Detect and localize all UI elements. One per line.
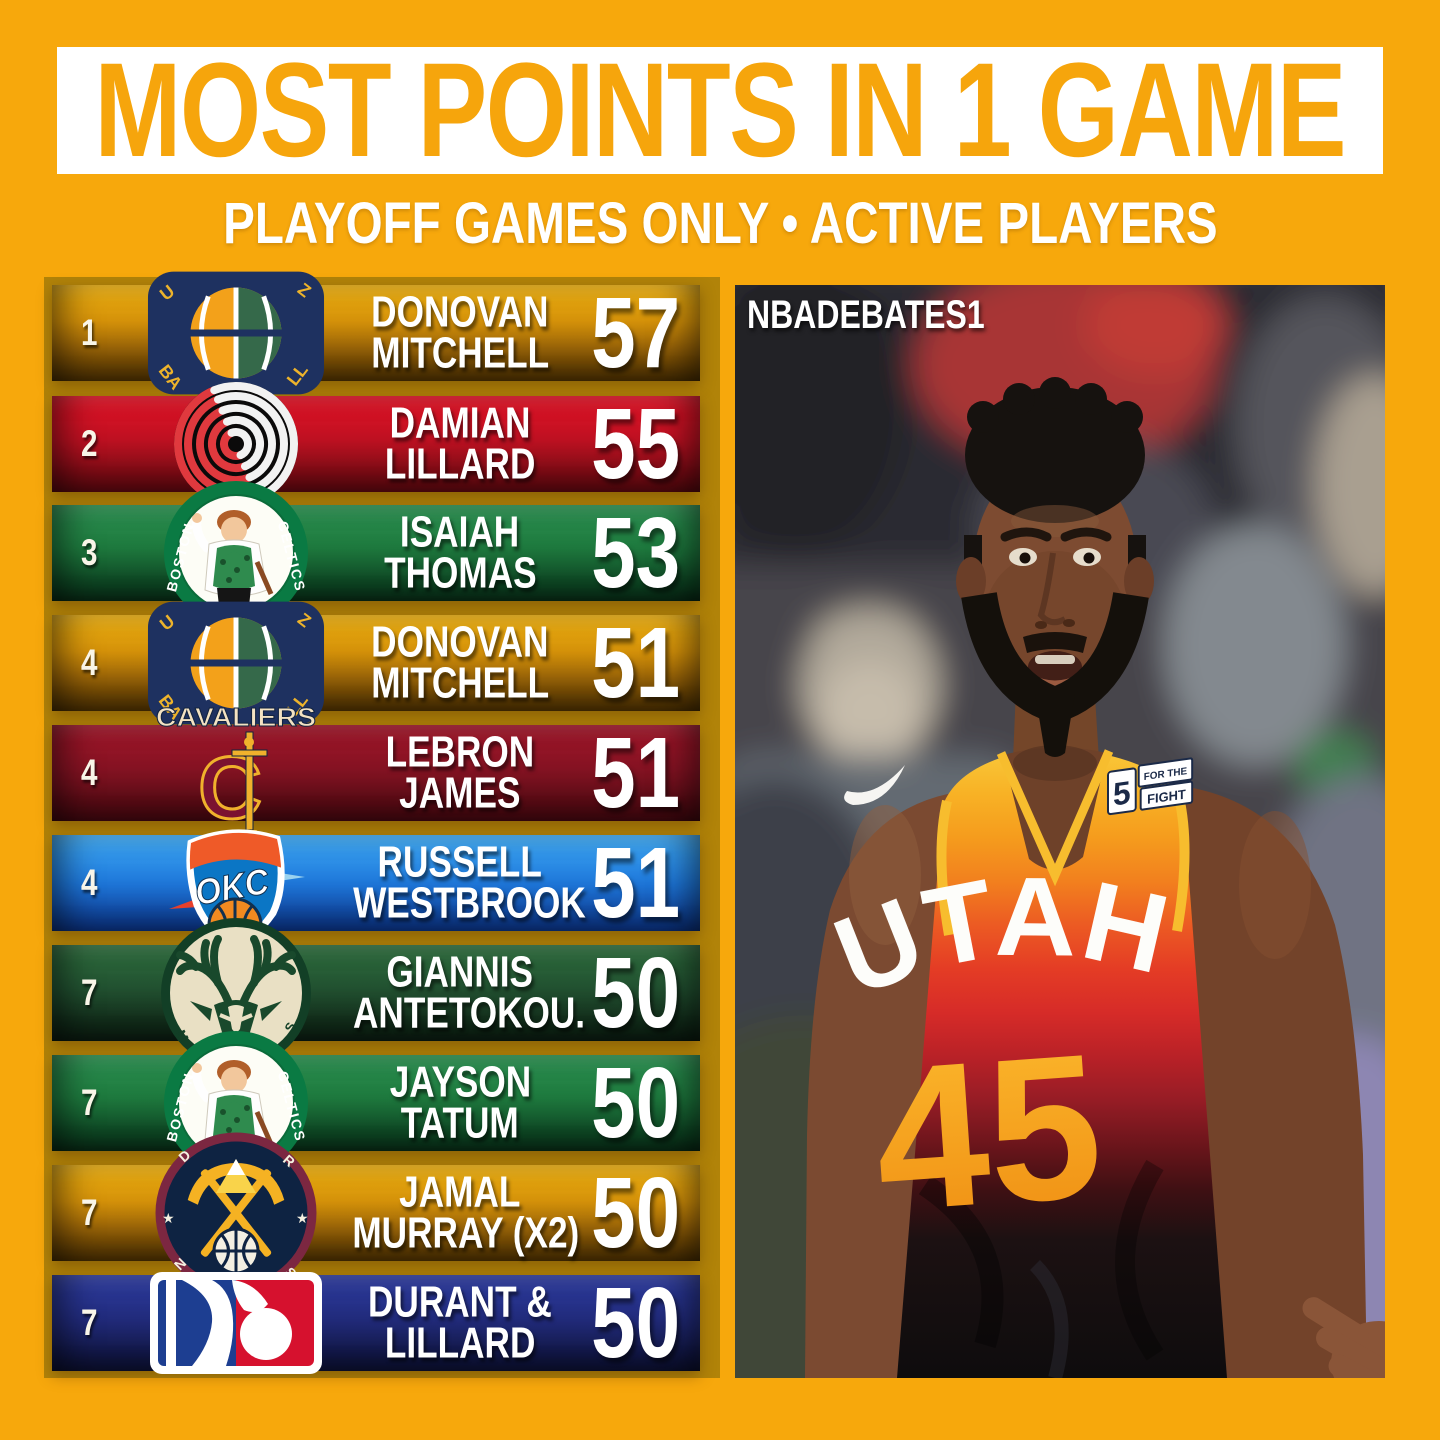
player-name: JAMAL MURRAY (X2) [352, 1167, 580, 1258]
title-box: MOST POINTS IN 1 GAME [57, 36, 1383, 185]
player-figure: 5 FOR THE FIGHT UTAH 45 [805, 377, 1385, 1378]
player-name: LEBRON JAMES [385, 727, 535, 818]
points-value: 55 [591, 387, 681, 500]
rank-label: 4 [80, 752, 98, 793]
cavaliers-logo-icon: CAVALIERS C [146, 683, 326, 863]
utah-jazz-logo-icon: U Z BA LL [146, 573, 326, 753]
player-photo-art: 5 FOR THE FIGHT UTAH 45 [735, 285, 1385, 1378]
star-icon: ★ [162, 1210, 175, 1226]
utah-jazz-logo-icon: U Z BA LL [146, 243, 326, 423]
jersey-armhole-trim [936, 799, 954, 936]
table-row: 7 DURANT & LILLARD 50 [52, 1266, 700, 1379]
player-name: DONOVAN MITCHELL [371, 287, 549, 378]
points-value: 50 [591, 1156, 681, 1269]
rank-label: 3 [80, 532, 98, 573]
nike-swoosh-icon [844, 765, 905, 805]
svg-text:5: 5 [1113, 774, 1131, 813]
jersey-armhole-trim [1172, 795, 1190, 932]
table-row: 4 CAVALIERS C LEBRON JAMES 51 [52, 702, 700, 846]
table-row: 1 U Z BA LL DONOVAN MITCHELL [52, 271, 700, 395]
table-row: 2 D [52, 382, 700, 506]
table-row: 4 U Z BA LL DONOVAN MITCHELL [52, 601, 700, 725]
points-value: 50 [591, 936, 681, 1049]
jersey-number: 45 [868, 1011, 1108, 1255]
player-name: DONOVAN MITCHELL [371, 617, 549, 708]
player-name: RUSSELL WESTBROOK [353, 837, 586, 928]
player-head [956, 377, 1154, 757]
nba-logo-icon [146, 1233, 326, 1413]
jersey-neck-trim [996, 749, 1114, 887]
table-row: 3 BOS [52, 481, 700, 625]
hand [1302, 1297, 1385, 1378]
jersey [897, 749, 1227, 1378]
celtics-logo-icon: BOSTON CELTICS [146, 463, 326, 643]
player-name: DURANT & LILLARD [368, 1277, 552, 1368]
rank-label: 7 [80, 972, 98, 1013]
player-name: JAYSON TATUM [389, 1057, 531, 1148]
svg-text:CAVALIERS: CAVALIERS [156, 702, 316, 732]
rank-label: 7 [80, 1302, 98, 1343]
points-value: 50 [591, 1046, 681, 1159]
rank-label: 7 [80, 1082, 98, 1123]
points-value: 51 [591, 716, 681, 829]
table-row: 7 D [52, 1132, 700, 1294]
player-name: ISAIAH THOMAS [383, 507, 537, 598]
player-photo: 5 FOR THE FIGHT UTAH 45 [735, 285, 1385, 1378]
star-icon: ★ [296, 1210, 309, 1226]
watermark-label: NBADEBATES1 [747, 293, 985, 337]
rank-label: 1 [80, 312, 98, 353]
page-title: MOST POINTS IN 1 GAME [94, 36, 1347, 185]
right-arm [1175, 785, 1367, 1378]
trail-blazers-logo-icon [146, 354, 326, 534]
points-value: 57 [591, 276, 681, 389]
svg-text:FIGHT: FIGHT [1147, 786, 1186, 806]
table-row: 4 OKC RUSSELL WESTBROOK 51 [52, 826, 700, 949]
table-row: 7 BOS [52, 1031, 700, 1175]
player-name: GIANNIS ANTETOKOU. [353, 947, 586, 1038]
player-name: DAMIAN LILLARD [384, 398, 536, 489]
points-value: 53 [591, 496, 681, 609]
points-value: 51 [591, 826, 681, 939]
rank-label: 4 [80, 862, 98, 903]
points-value: 50 [591, 1266, 681, 1379]
subtitle-wrap: PLAYOFF GAMES ONLY • ACTIVE PLAYERS [0, 190, 1440, 257]
rank-label: 2 [80, 423, 98, 464]
points-value: 51 [591, 606, 681, 719]
five-for-the-fight-patch: 5 FOR THE FIGHT [1107, 757, 1194, 816]
nuggets-logo-icon: D R N S ★ ★ [146, 1123, 326, 1303]
rank-label: 4 [80, 642, 98, 683]
page-subtitle: PLAYOFF GAMES ONLY • ACTIVE PLAYERS [222, 191, 1218, 256]
rank-label: 7 [80, 1192, 98, 1233]
